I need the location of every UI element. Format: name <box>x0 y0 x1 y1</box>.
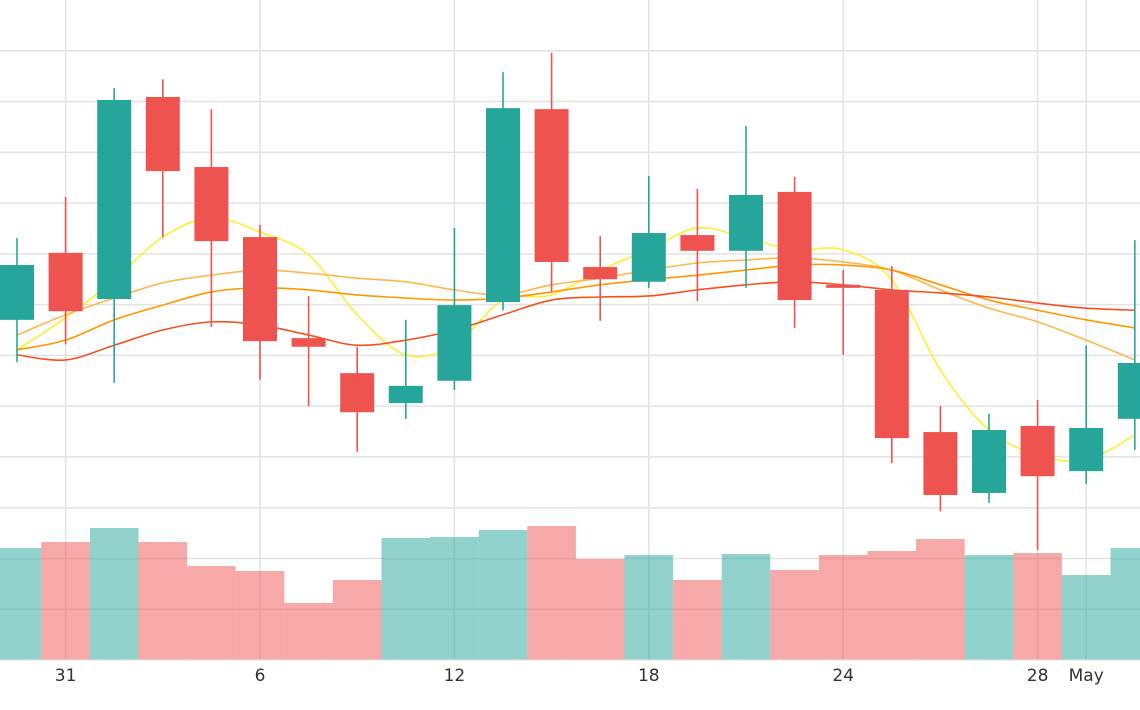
x-axis: 31 6 12 18 24 28 May <box>0 659 1140 686</box>
volume-bar <box>1061 575 1111 660</box>
candle-body <box>291 338 326 347</box>
candle-body <box>583 267 618 280</box>
x-tick-label: 28 <box>1027 666 1049 686</box>
candle-body <box>243 237 277 342</box>
candle-body <box>340 373 375 413</box>
volume-bar <box>381 538 431 660</box>
candle-body <box>194 167 229 242</box>
volume-bar <box>235 571 285 660</box>
ma-line <box>16 257 1136 361</box>
volume-bar <box>867 551 917 660</box>
candle-body <box>486 108 520 303</box>
x-tick-label: 24 <box>832 666 854 686</box>
volume-bar <box>818 555 868 660</box>
volume <box>0 526 1140 660</box>
candle-body <box>874 289 909 439</box>
candle-body <box>777 191 812 301</box>
candle-body <box>1020 425 1055 477</box>
volume-bar <box>138 542 188 660</box>
candle-body <box>1069 427 1104 472</box>
volume-bar <box>575 559 625 660</box>
candle-body <box>48 252 83 312</box>
candle-body <box>729 194 763 251</box>
x-tick-label: 18 <box>638 666 660 686</box>
volume-bar <box>673 580 722 660</box>
candles <box>0 52 1140 550</box>
volume-bar <box>624 555 674 660</box>
volume-bar <box>1013 553 1062 660</box>
candle-body <box>826 284 861 288</box>
candle-body <box>680 235 715 251</box>
candle-body <box>0 265 34 320</box>
volume-bar <box>187 566 236 660</box>
moving-averages <box>16 216 1136 463</box>
candle-body <box>97 100 132 300</box>
ma-line <box>16 263 1135 351</box>
volume-bar <box>284 603 333 660</box>
candle-body <box>145 96 180 172</box>
x-tick-label: 6 <box>255 666 266 686</box>
ma-line <box>16 280 1135 362</box>
candle-body <box>437 305 472 381</box>
x-tick-label: May <box>1069 666 1104 686</box>
volume-bar <box>478 530 528 660</box>
volume-bar <box>770 570 819 660</box>
candle-body <box>534 109 569 262</box>
volume-bar <box>430 537 479 660</box>
candle-body <box>972 430 1006 493</box>
candle-body <box>1117 363 1140 419</box>
volume-bar <box>41 542 90 660</box>
volume-bar <box>916 539 965 660</box>
candle-body <box>631 233 666 282</box>
candle-body <box>388 385 423 404</box>
volume-bar <box>332 580 382 660</box>
volume-bar <box>527 526 576 660</box>
volume-bar <box>721 554 771 660</box>
volume-bar <box>1110 548 1140 660</box>
x-tick-label: 12 <box>444 666 466 686</box>
candle-body <box>923 432 958 495</box>
x-tick-label: 31 <box>55 666 77 686</box>
volume-bar <box>964 555 1014 660</box>
volume-bar <box>0 548 42 660</box>
volume-bar <box>89 528 139 660</box>
